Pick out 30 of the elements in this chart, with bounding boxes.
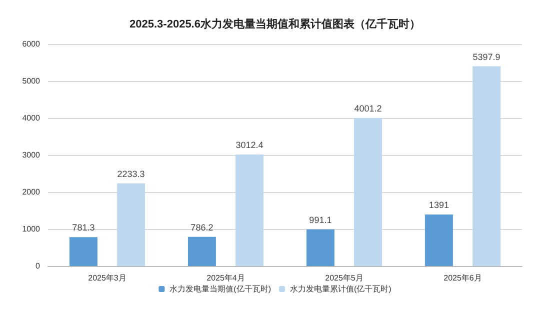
bar — [236, 154, 264, 266]
bar — [354, 118, 382, 266]
data-label: 2233.3 — [117, 168, 145, 179]
data-label: 991.1 — [309, 214, 332, 225]
bar — [424, 214, 453, 266]
data-label: 3012.4 — [236, 140, 264, 150]
x-tick-label: 2025年5月 — [325, 274, 364, 282]
y-tick-label: 3000 — [22, 150, 41, 160]
y-tick-label: 6000 — [22, 40, 41, 48]
bar — [472, 66, 501, 266]
y-tick-label: 5000 — [22, 76, 41, 86]
bar — [306, 229, 334, 266]
x-tick-label: 2025年4月 — [206, 274, 245, 282]
legend-label: 水力发电量累计值(亿千瓦时) — [290, 284, 392, 294]
data-label: 5397.9 — [472, 52, 500, 62]
x-tick-label: 2025年6月 — [444, 274, 482, 282]
bar — [117, 183, 146, 266]
y-tick-label: 4000 — [22, 114, 41, 122]
legend-label: 水力发电量当期值(亿千瓦时) — [170, 284, 272, 294]
bar — [69, 237, 98, 266]
data-label: 4001.2 — [354, 103, 382, 114]
x-tick-label: 2025年3月 — [88, 274, 126, 282]
y-tick-label: 0 — [36, 262, 41, 270]
chart-title: 2025.3-2025.6水力发电量当期值和累计值图表（亿千瓦时） — [130, 18, 420, 30]
y-tick-label: 2000 — [22, 188, 41, 196]
data-label: 781.3 — [72, 222, 95, 233]
data-label: 786.2 — [190, 222, 214, 232]
y-tick-label: 1000 — [22, 224, 41, 234]
data-label: 1391 — [428, 200, 449, 210]
bar — [188, 236, 216, 266]
